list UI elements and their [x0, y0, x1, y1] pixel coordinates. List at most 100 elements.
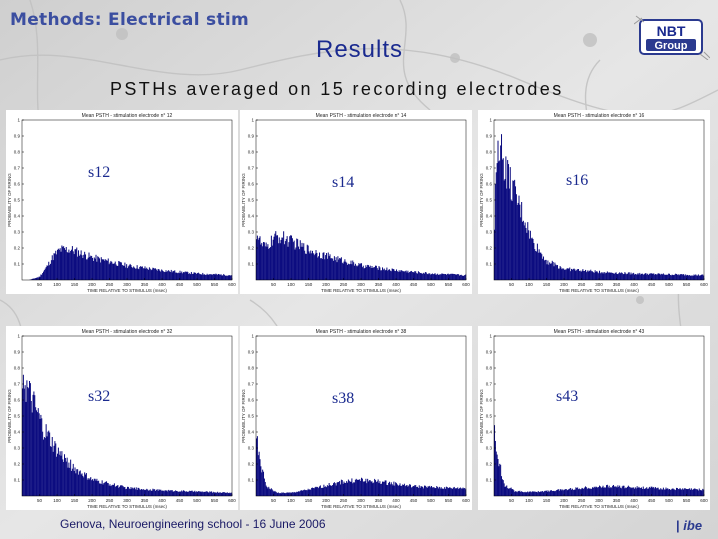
- psth-bar: [113, 263, 115, 280]
- psth-bar: [695, 489, 697, 496]
- psth-bar: [443, 273, 445, 280]
- psth-bar: [694, 488, 696, 496]
- psth-bar: [86, 479, 88, 496]
- psth-bar: [172, 491, 174, 496]
- electrode-label-s43: s43: [556, 388, 579, 405]
- psth-bar: [321, 487, 323, 496]
- psth-bar: [672, 488, 674, 496]
- psth-bar: [84, 472, 86, 496]
- psth-bar: [62, 459, 64, 496]
- y-tick-label: 0.7: [486, 382, 493, 387]
- psth-bar: [164, 490, 166, 496]
- psth-bar: [382, 481, 384, 496]
- psth-bar: [682, 274, 684, 280]
- psth-bar: [392, 485, 394, 496]
- psth-bar: [508, 488, 510, 496]
- psth-bar: [515, 491, 517, 496]
- psth-bar: [379, 481, 381, 496]
- psth-bar: [308, 489, 310, 496]
- psth-bar: [116, 265, 118, 280]
- psth-bar: [270, 488, 272, 496]
- psth-bar: [217, 491, 219, 496]
- psth-bar: [531, 237, 533, 280]
- psth-bar: [695, 274, 697, 280]
- psth-bar: [399, 271, 401, 280]
- psth-bar: [428, 273, 430, 280]
- y-tick-label: 0.1: [248, 478, 255, 483]
- psth-bar: [225, 275, 227, 280]
- psth-bar: [266, 246, 268, 280]
- psth-bar: [284, 493, 286, 496]
- psth-bar: [667, 274, 669, 280]
- psth-bar: [265, 485, 267, 496]
- psth-bar: [114, 486, 116, 496]
- psth-bar: [452, 488, 454, 496]
- psth-bar: [386, 484, 388, 496]
- psth-bar: [57, 249, 59, 280]
- psth-bar: [188, 274, 190, 280]
- psth-bar: [405, 485, 407, 496]
- psth-bar: [32, 278, 34, 280]
- psth-bar: [56, 254, 58, 280]
- psth-bar: [269, 488, 271, 496]
- y-tick-label: 0.4: [14, 430, 21, 435]
- psth-bar: [109, 484, 111, 496]
- psth-bar: [125, 267, 127, 280]
- psth-bar: [604, 272, 606, 280]
- psth-bar: [59, 451, 61, 496]
- psth-bar: [534, 491, 536, 496]
- x-tick-label: 100: [287, 282, 295, 287]
- psth-bar: [692, 489, 694, 496]
- psth-bar: [674, 274, 676, 280]
- psth-bar: [438, 488, 440, 496]
- psth-bar: [687, 275, 689, 280]
- psth-bar: [593, 486, 595, 496]
- psth-bar: [615, 486, 617, 496]
- psth-bar: [697, 275, 699, 280]
- psth-bar: [505, 486, 507, 496]
- psth-bar: [629, 274, 631, 280]
- psth-bar: [175, 272, 177, 280]
- x-tick-label: 150: [305, 282, 313, 287]
- psth-bar: [576, 269, 578, 280]
- psth-bar: [93, 478, 95, 496]
- psth-bar: [577, 269, 579, 280]
- psth-bar: [631, 487, 633, 496]
- psth-bar: [660, 488, 662, 496]
- psth-bar: [169, 490, 171, 496]
- psth-bar: [648, 486, 650, 496]
- psth-bar: [319, 258, 321, 280]
- psth-bar: [185, 491, 187, 496]
- psth-bar: [295, 247, 297, 280]
- psth-bar: [444, 487, 446, 496]
- psth-bar: [583, 488, 585, 496]
- psth-bar: [434, 488, 436, 496]
- psth-bar: [95, 254, 97, 280]
- psth-bar: [191, 490, 193, 496]
- psth-bar: [270, 489, 272, 496]
- psth-bar: [398, 270, 400, 280]
- psth-bar: [361, 267, 363, 280]
- psth-bar: [390, 271, 392, 280]
- psth-bar: [435, 274, 437, 280]
- psth-bars: [256, 436, 467, 496]
- psth-bar: [615, 272, 617, 280]
- y-tick-label: 0.9: [248, 350, 255, 355]
- psth-bar: [506, 188, 508, 280]
- psth-bar: [523, 492, 525, 496]
- psth-bar: [558, 490, 560, 496]
- psth-bar: [287, 492, 289, 496]
- psth-bar: [600, 487, 602, 496]
- psth-bar: [115, 486, 117, 496]
- psth-bar: [343, 481, 345, 496]
- psth-bar: [227, 492, 229, 496]
- psth-bar: [531, 491, 533, 496]
- psth-bar: [72, 251, 74, 280]
- psth-bar: [226, 275, 228, 280]
- x-tick-label: 400: [630, 498, 638, 503]
- psth-bar: [198, 273, 200, 280]
- psth-bar: [335, 485, 337, 496]
- psth-bar: [94, 258, 96, 280]
- psth-bar: [668, 489, 670, 496]
- psth-bar: [538, 249, 540, 280]
